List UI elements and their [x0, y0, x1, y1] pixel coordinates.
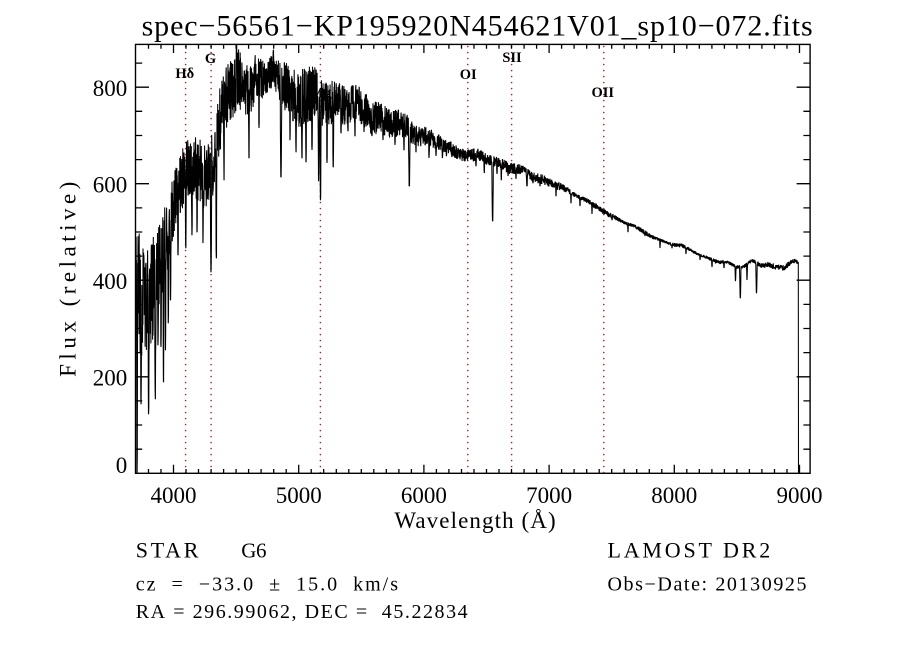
svg-text:200: 200 — [93, 366, 128, 391]
svg-text:Obs−Date: 20130925: Obs−Date: 20130925 — [608, 574, 809, 596]
svg-text:5000: 5000 — [276, 483, 322, 508]
svg-text:0: 0 — [116, 453, 128, 478]
svg-text:4000: 4000 — [151, 483, 197, 508]
svg-text:G: G — [205, 51, 216, 67]
svg-text:OI: OI — [460, 67, 477, 83]
svg-text:STAR: STAR — [136, 538, 201, 563]
svg-text:6000: 6000 — [401, 483, 447, 508]
svg-text:600: 600 — [93, 173, 128, 198]
svg-text:SII: SII — [502, 50, 522, 66]
svg-text:Wavelength (Å): Wavelength (Å) — [394, 508, 556, 533]
svg-text:Flux (relative): Flux (relative) — [56, 177, 81, 377]
svg-text:9000: 9000 — [777, 483, 823, 508]
svg-text:spec−56561−KP195920N454621V01_: spec−56561−KP195920N454621V01_sp10−072.f… — [142, 10, 814, 43]
svg-text:LAMOST DR2: LAMOST DR2 — [608, 538, 774, 563]
svg-text:Mg: Mg — [311, 86, 333, 102]
svg-text:G6: G6 — [241, 539, 266, 563]
svg-text:800: 800 — [93, 76, 128, 101]
svg-text:7000: 7000 — [526, 483, 572, 508]
svg-text:Hδ: Hδ — [175, 66, 194, 82]
svg-text:400: 400 — [93, 269, 128, 294]
svg-text:cz = −33.0 ± 15.0 km/s: cz = −33.0 ± 15.0 km/s — [136, 574, 400, 596]
svg-text:OII: OII — [592, 85, 615, 101]
svg-text:RA = 296.99062, DEC = 45.2283: RA = 296.99062, DEC = 45.22834 — [136, 601, 469, 623]
svg-text:8000: 8000 — [651, 483, 697, 508]
